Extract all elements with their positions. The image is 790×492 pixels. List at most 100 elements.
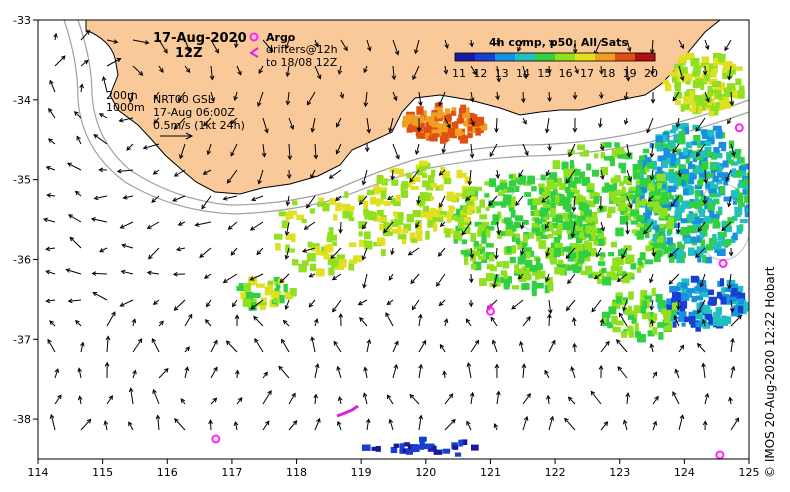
sst-pixel (479, 278, 487, 286)
sst-pixel (582, 255, 591, 262)
current-arrow (93, 195, 108, 201)
sst-pixel (715, 153, 723, 159)
sst-pixel (708, 63, 718, 73)
sst-pixel (390, 219, 397, 226)
current-arrow (725, 169, 732, 182)
current-arrow (444, 393, 454, 405)
sst-pixel (570, 224, 576, 233)
colorbar-segment (535, 53, 556, 61)
sst-pixel (522, 234, 528, 243)
current-arrow (730, 337, 735, 353)
sst-pixel (658, 216, 665, 221)
sst-pixel (433, 222, 438, 232)
current-arrow (591, 299, 602, 313)
current-arrow (724, 39, 732, 52)
sst-pixel (730, 296, 737, 302)
sst-pixel (567, 214, 577, 219)
sst-pixel (511, 245, 517, 254)
current-arrow (209, 65, 215, 81)
sst-pixel (619, 195, 627, 202)
current-arrow (76, 135, 82, 145)
current-arrow (695, 117, 706, 132)
x-tick-label: 120 (415, 466, 436, 479)
sst-pixel (317, 201, 326, 207)
x-tick-label: 117 (221, 466, 242, 479)
sst-pixel (566, 192, 575, 199)
sst-pixel (687, 225, 696, 234)
y-axis: -33 -34 -35 -36 -37 -38 (13, 14, 38, 426)
sst-pixel (657, 235, 664, 243)
sst-pixel (652, 224, 661, 230)
sst-pixel (667, 226, 673, 235)
current-arrow (702, 420, 708, 431)
sst-pixel (702, 304, 711, 312)
sst-pixel (635, 196, 640, 203)
sst-pixel (531, 198, 540, 206)
current-arrow (226, 169, 238, 184)
sst-pixel (462, 190, 467, 198)
sst-pixel (721, 173, 730, 181)
sst-pixel (661, 193, 668, 201)
sst-pixel (588, 273, 593, 279)
sst-pixel (572, 268, 581, 274)
sst-pixel (639, 155, 646, 161)
sst-pixel (413, 176, 421, 182)
current-arrow (314, 417, 321, 431)
sst-pixel (694, 197, 699, 205)
sst-pixel (473, 250, 481, 257)
sst-pixel (655, 294, 663, 303)
sst-pixel (600, 152, 605, 159)
sst-pixel (490, 221, 497, 226)
sst-pixel (270, 291, 280, 298)
sst-pixel (461, 209, 467, 218)
sst-pixel (618, 300, 627, 306)
sst-pixel (697, 190, 704, 196)
sst-pixel (580, 270, 589, 276)
x-tick-label: 123 (609, 466, 630, 479)
sst-pixel (344, 191, 349, 198)
current-arrow (335, 143, 342, 155)
sst-pixel (430, 169, 436, 177)
sst-pixel (694, 189, 701, 197)
sst-pixel (732, 170, 742, 178)
sst-pixel (573, 176, 582, 184)
sst-pixel (376, 174, 384, 184)
current-arrow (730, 314, 742, 327)
current-arrow (626, 143, 632, 158)
sst-pixel (485, 243, 494, 248)
sst-pixel (672, 293, 681, 302)
current-arrow (390, 247, 395, 256)
current-arrow (678, 39, 684, 50)
sst-pixel (284, 292, 291, 299)
sst-pixel (329, 198, 336, 205)
current-arrow (337, 65, 343, 75)
sst-pixel (634, 189, 642, 196)
current-arrow (45, 270, 56, 275)
drifter-legend-icon (249, 47, 259, 58)
sst-pixel (523, 219, 529, 225)
sst-pixel (704, 256, 712, 264)
sst-pixel (557, 177, 563, 187)
current-arrow (547, 299, 553, 315)
sst-pixel (538, 183, 545, 188)
sst-pixel (663, 315, 671, 324)
sst-pixel (727, 159, 734, 165)
sst-pixel (735, 78, 742, 86)
current-arrow (391, 65, 397, 81)
sst-pixel (417, 223, 423, 228)
drifter-track (336, 404, 359, 418)
sst-pixel (738, 165, 747, 171)
sst-pixel (628, 291, 634, 300)
current-arrow (99, 247, 108, 253)
sst-pixel (289, 288, 297, 297)
argo-float-marker (211, 434, 221, 444)
sst-pixel (697, 218, 704, 224)
current-arrow (262, 371, 268, 379)
sst-pixel (736, 225, 743, 234)
current-arrow (444, 418, 456, 431)
sst-pixel (680, 218, 688, 224)
sst-pixel (477, 224, 485, 232)
sst-pixel (437, 109, 444, 115)
sst-pixel (358, 239, 368, 247)
sst-pixel (541, 191, 551, 200)
